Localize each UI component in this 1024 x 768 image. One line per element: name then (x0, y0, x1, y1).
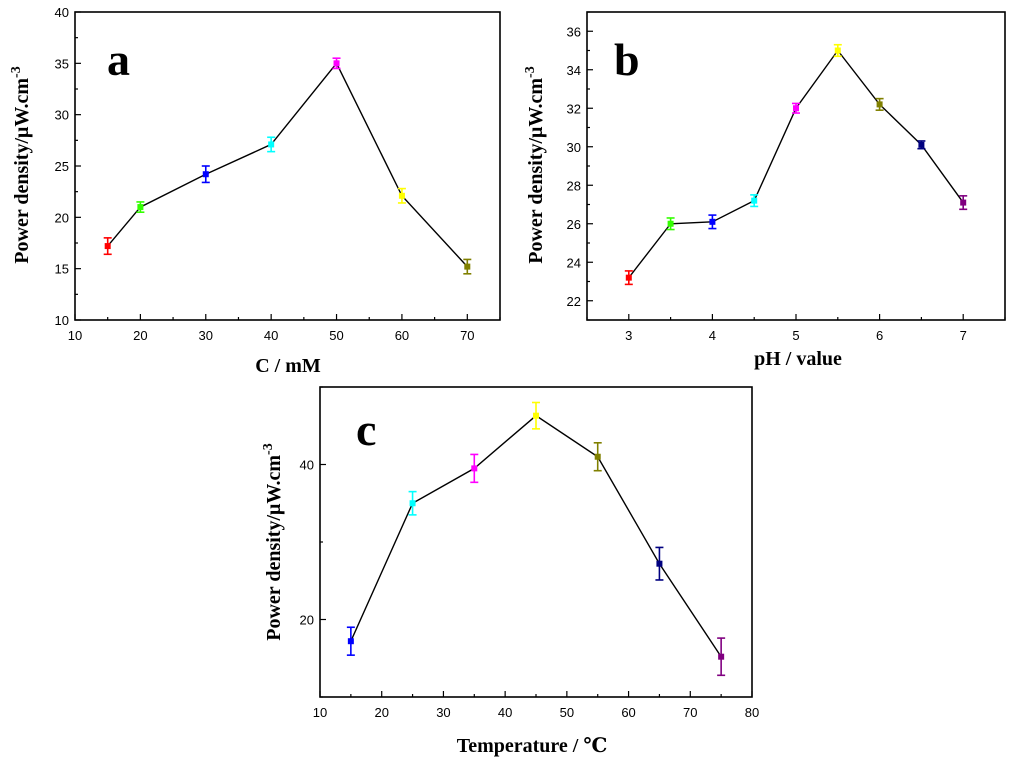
data-point (104, 243, 111, 250)
data-point (918, 141, 925, 148)
y-axis-label-text: Power density/μW.cm (11, 78, 33, 264)
y-tick-label: 32 (567, 101, 581, 116)
y-axis-label-superscript: -3 (9, 66, 24, 78)
y-axis-label-superscript: -3 (523, 66, 538, 78)
x-axis-label: C / mM (255, 355, 321, 377)
y-tick-label: 22 (567, 294, 581, 309)
y-axis-label: Power density/μW.cm-3 (261, 443, 285, 640)
data-point (718, 653, 725, 660)
data-point (464, 263, 471, 270)
data-point (398, 192, 405, 199)
panel-letter: c (356, 404, 376, 455)
x-tick-label: 40 (498, 705, 512, 720)
x-tick-label: 60 (395, 328, 409, 343)
x-axis-label: pH / value (754, 348, 842, 370)
x-tick-label: 30 (199, 328, 213, 343)
data-point (347, 638, 354, 645)
x-tick-label: 50 (329, 328, 343, 343)
data-point (471, 465, 478, 472)
x-tick-label: 40 (264, 328, 278, 343)
panel-a: 10 20 30 40 50 60 70 10 15 20 25 30 35 40 a C / mM Power… (9, 5, 501, 377)
x-tick-label: 5 (792, 328, 799, 343)
data-point (709, 218, 716, 225)
y-tick-label: 20 (55, 210, 69, 225)
y-tick-label: 35 (55, 56, 69, 71)
data-point (793, 105, 799, 112)
series-line (350, 414, 722, 658)
data-point (333, 60, 340, 67)
x-tick-label: 6 (876, 328, 883, 343)
y-tick-label: 15 (55, 262, 69, 277)
data-point (268, 141, 275, 148)
y-axis-label: Power density/μW.cm-3 (523, 66, 547, 263)
data-point (834, 47, 841, 54)
x-tick-label: 4 (709, 328, 716, 343)
y-tick-label: 36 (567, 24, 581, 39)
x-tick-label: 50 (560, 705, 574, 720)
series-line (107, 62, 468, 268)
data-point (667, 220, 674, 227)
plot-frame (319, 386, 753, 698)
x-tick-label: 7 (960, 328, 967, 343)
y-tick-label: 40 (300, 458, 314, 473)
x-tick-label: 70 (460, 328, 474, 343)
y-tick-label: 24 (567, 255, 581, 270)
x-tick-label: 20 (374, 705, 388, 720)
x-tick-label: 10 (68, 328, 82, 343)
x-tick-label: 30 (436, 705, 450, 720)
y-axis-label-superscript: -3 (261, 443, 276, 455)
panel-c: 10 20 30 40 50 60 70 80 20 40 c Temperature / ℃ Powe… (261, 386, 759, 757)
x-tick-label: 10 (313, 705, 327, 720)
data-point (656, 560, 663, 567)
data-point (137, 204, 144, 211)
x-tick-label: 60 (621, 705, 635, 720)
series-line (628, 49, 964, 279)
x-tick-label: 3 (625, 328, 632, 343)
data-point (409, 500, 416, 507)
plot-frame (74, 11, 501, 321)
panel-letter: a (107, 34, 130, 85)
data-point (533, 412, 539, 419)
data-point (876, 101, 883, 108)
y-tick-label: 40 (55, 5, 69, 20)
y-axis-label: Power density/μW.cm-3 (9, 66, 33, 263)
x-tick-label: 80 (745, 705, 759, 720)
data-point (594, 453, 601, 460)
y-tick-label: 10 (55, 313, 69, 328)
y-tick-label: 34 (567, 63, 581, 78)
y-tick-label: 30 (55, 108, 69, 123)
data-point (960, 199, 967, 206)
y-tick-label: 30 (567, 140, 581, 155)
x-axis-label: Temperature / ℃ (457, 735, 608, 757)
plot-frame (586, 11, 1006, 321)
y-axis-label-text: Power density/μW.cm (263, 455, 285, 641)
y-tick-label: 28 (567, 178, 581, 193)
x-tick-label: 70 (683, 705, 697, 720)
data-point (751, 197, 758, 204)
data-point (202, 171, 209, 178)
y-tick-label: 26 (567, 217, 581, 232)
y-tick-label: 20 (300, 613, 314, 628)
y-axis-label-text: Power density/μW.cm (525, 78, 547, 264)
y-tick-label: 25 (55, 159, 69, 174)
data-point (625, 274, 632, 281)
x-tick-label: 20 (133, 328, 147, 343)
panel-letter: b (614, 34, 640, 85)
